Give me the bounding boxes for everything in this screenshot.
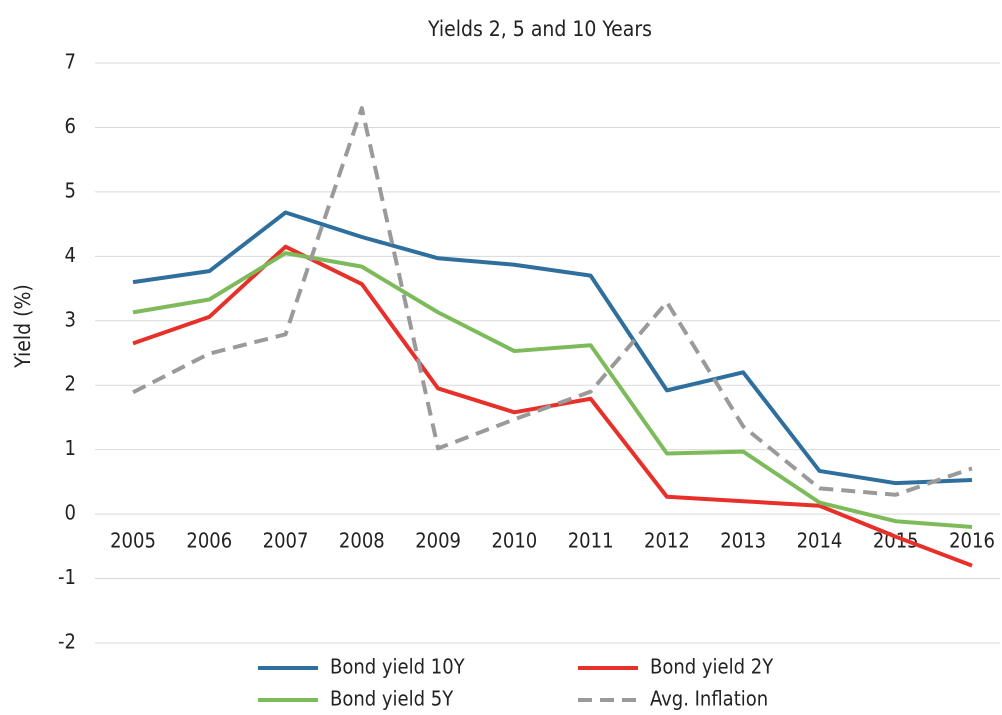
x-tick-label: 2006 bbox=[186, 529, 232, 553]
y-tick-label: 5 bbox=[65, 178, 76, 202]
x-tick-label: 2011 bbox=[568, 529, 614, 553]
legend-label: Bond yield 2Y bbox=[650, 655, 774, 679]
legend-label: Bond yield 5Y bbox=[330, 687, 454, 711]
y-tick-label: 0 bbox=[65, 501, 76, 525]
y-tick-label: -2 bbox=[58, 630, 76, 654]
y-tick-label: 3 bbox=[65, 307, 76, 331]
series-line bbox=[132, 251, 973, 529]
x-tick-label: 2007 bbox=[263, 529, 309, 553]
y-tick-label: 4 bbox=[65, 243, 76, 267]
x-tick-label: 2014 bbox=[797, 529, 843, 553]
legend-label: Avg. Inflation bbox=[650, 687, 768, 711]
x-tick-label: 2005 bbox=[110, 529, 156, 553]
y-axis-label: Yield (%) bbox=[11, 284, 35, 369]
y-tick-label: 6 bbox=[65, 114, 76, 138]
chart-title: Yields 2, 5 and 10 Years bbox=[427, 17, 652, 41]
y-tick-label: 1 bbox=[65, 436, 76, 460]
series-line bbox=[132, 244, 973, 568]
x-tick-label: 2008 bbox=[339, 529, 385, 553]
series-line bbox=[132, 106, 973, 497]
x-tick-label: 2016 bbox=[949, 529, 995, 553]
y-tick-label: 7 bbox=[65, 50, 76, 74]
series-line bbox=[132, 210, 973, 486]
x-tick-label: 2012 bbox=[644, 529, 690, 553]
x-tick-label: 2013 bbox=[720, 529, 766, 553]
legend-label: Bond yield 10Y bbox=[330, 655, 466, 679]
y-tick-label: -1 bbox=[58, 565, 76, 589]
x-tick-label: 2009 bbox=[415, 529, 461, 553]
x-tick-label: 2010 bbox=[491, 529, 537, 553]
y-tick-label: 2 bbox=[65, 372, 76, 396]
